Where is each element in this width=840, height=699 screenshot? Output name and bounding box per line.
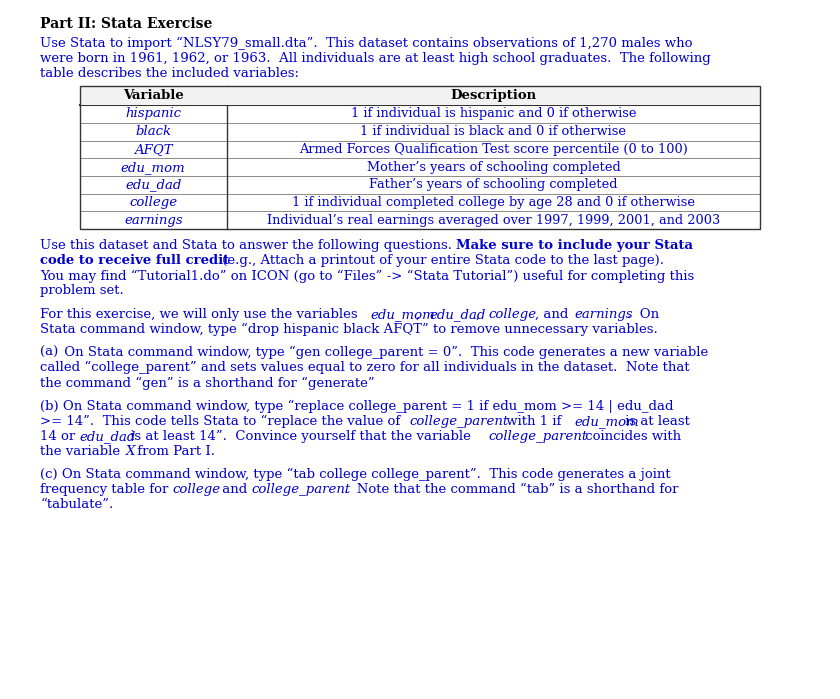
Text: college: college <box>489 308 537 321</box>
Text: Use Stata to import “NLSY79_small.dta”.  This dataset contains observations of 1: Use Stata to import “NLSY79_small.dta”. … <box>40 37 693 50</box>
Text: 1 if individual is hispanic and 0 if otherwise: 1 if individual is hispanic and 0 if oth… <box>351 108 636 120</box>
Text: >= 14”.  This code tells Stata to “replace the value of: >= 14”. This code tells Stata to “replac… <box>40 415 405 428</box>
Text: (a): (a) <box>40 346 59 359</box>
Text: .  Note that the command “tab” is a shorthand for: . Note that the command “tab” is a short… <box>344 483 678 496</box>
Text: frequency table for: frequency table for <box>40 483 173 496</box>
Text: Make sure to include your Stata: Make sure to include your Stata <box>456 239 693 252</box>
Text: were born in 1961, 1962, or 1963.  All individuals are at least high school grad: were born in 1961, 1962, or 1963. All in… <box>40 52 711 65</box>
Text: earnings: earnings <box>124 214 182 227</box>
Text: college_parent: college_parent <box>410 415 509 428</box>
Text: Mother’s years of schooling completed: Mother’s years of schooling completed <box>366 161 621 173</box>
Text: problem set.: problem set. <box>40 284 124 297</box>
Text: (b) On Stata command window, type “replace college_parent = 1 if edu_mom >= 14 |: (b) On Stata command window, type “repla… <box>40 400 674 413</box>
Text: Armed Forces Qualification Test score percentile (0 to 100): Armed Forces Qualification Test score pe… <box>299 143 688 156</box>
Text: edu_dad: edu_dad <box>125 178 181 192</box>
Text: Father’s years of schooling completed: Father’s years of schooling completed <box>370 178 617 192</box>
Text: Variable: Variable <box>123 89 184 102</box>
Text: Description: Description <box>450 89 537 102</box>
Text: (c) On Stata command window, type “tab college college_parent”.  This code gener: (c) On Stata command window, type “tab c… <box>40 468 671 482</box>
Text: Use this dataset and Stata to answer the following questions.: Use this dataset and Stata to answer the… <box>40 239 461 252</box>
Text: Part II: Stata Exercise: Part II: Stata Exercise <box>40 17 213 31</box>
Text: X: X <box>126 445 135 458</box>
Text: , and: , and <box>535 308 573 321</box>
Text: with 1 if: with 1 if <box>502 415 566 428</box>
Text: edu_dad: edu_dad <box>80 430 136 442</box>
Text: college_parent: college_parent <box>251 483 350 496</box>
Text: code to receive full credit: code to receive full credit <box>40 254 229 267</box>
Text: ,: , <box>475 308 484 321</box>
Text: earnings: earnings <box>575 308 633 321</box>
Text: is at least 14”.  Convince yourself that the variable: is at least 14”. Convince yourself that … <box>126 430 475 442</box>
Text: called “college_parent” and sets values equal to zero for all individuals in the: called “college_parent” and sets values … <box>40 361 690 375</box>
Text: Individual’s real earnings averaged over 1997, 1999, 2001, and 2003: Individual’s real earnings averaged over… <box>267 214 720 227</box>
Text: college: college <box>172 483 220 496</box>
Text: coincides with: coincides with <box>581 430 681 442</box>
Text: and: and <box>218 483 252 496</box>
Text: is at least: is at least <box>621 415 690 428</box>
Text: .  On: . On <box>627 308 659 321</box>
Text: the command “gen” is a shorthand for “generate”: the command “gen” is a shorthand for “ge… <box>40 376 375 389</box>
Text: 1 if individual completed college by age 28 and 0 if otherwise: 1 if individual completed college by age… <box>292 196 695 209</box>
Text: Stata command window, type “drop hispanic black AFQT” to remove unnecessary vari: Stata command window, type “drop hispani… <box>40 323 658 336</box>
Text: hispanic: hispanic <box>125 108 181 120</box>
Text: AFQT: AFQT <box>134 143 172 156</box>
Text: the variable: the variable <box>40 445 124 458</box>
Text: edu_mom: edu_mom <box>121 161 186 173</box>
Text: college: college <box>129 196 177 209</box>
Text: edu_mom: edu_mom <box>575 415 639 428</box>
Text: 14 or: 14 or <box>40 430 80 442</box>
Text: 1 if individual is black and 0 if otherwise: 1 if individual is black and 0 if otherw… <box>360 125 627 138</box>
Text: edu_dad: edu_dad <box>429 308 486 321</box>
Text: college_parent: college_parent <box>489 430 588 442</box>
Text: For this exercise, we will only use the variables: For this exercise, we will only use the … <box>40 308 362 321</box>
Text: (e.g., Attach a printout of your entire Stata code to the last page).: (e.g., Attach a printout of your entire … <box>218 254 664 267</box>
Text: from Part I.: from Part I. <box>133 445 215 458</box>
Text: ,: , <box>417 308 425 321</box>
Text: On Stata command window, type “gen college_parent = 0”.  This code generates a n: On Stata command window, type “gen colle… <box>60 346 708 359</box>
Text: table describes the included variables:: table describes the included variables: <box>40 67 299 80</box>
Text: black: black <box>135 125 171 138</box>
Text: You may find “Tutorial1.do” on ICON (go to “Files” -> “Stata Tutorial”) useful f: You may find “Tutorial1.do” on ICON (go … <box>40 269 695 282</box>
Text: edu_mom: edu_mom <box>370 308 435 321</box>
Text: “tabulate”.: “tabulate”. <box>40 498 113 511</box>
